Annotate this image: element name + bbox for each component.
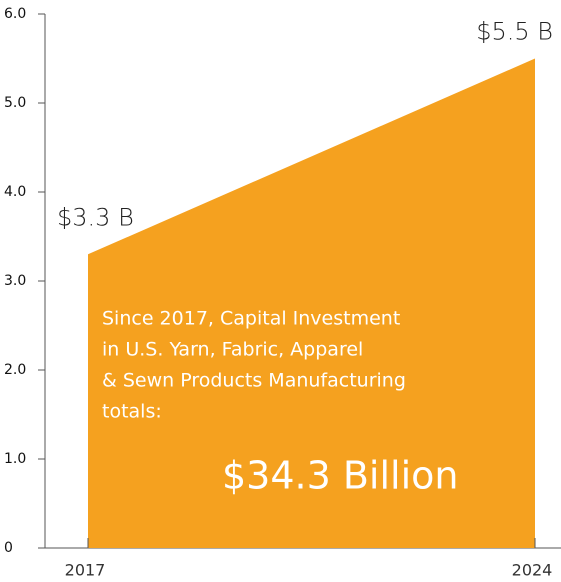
y-tick-label: 0: [4, 540, 13, 556]
x-tick-label: 2017: [65, 561, 106, 580]
y-tick-label: 5.0: [4, 95, 26, 111]
annotation-total: $34.3 Billion: [222, 454, 459, 498]
y-tick-label: 4.0: [4, 184, 26, 200]
value-label: $3.3 B: [57, 203, 134, 231]
annotation-line: in U.S. Yarn, Fabric, Apparel: [102, 339, 363, 361]
x-tick-label: 2024: [512, 561, 553, 580]
annotation-line: Since 2017, Capital Investment: [102, 308, 400, 330]
y-tick-label: 1.0: [4, 451, 26, 467]
value-label: $5.5 B: [476, 18, 553, 46]
y-tick-label: 6.0: [4, 6, 26, 22]
annotation-line: & Sewn Products Manufacturing: [102, 370, 406, 392]
annotation-line: totals:: [102, 401, 162, 423]
y-tick-label: 3.0: [4, 273, 26, 289]
y-tick-label: 2.0: [4, 362, 26, 378]
area: [88, 58, 535, 548]
